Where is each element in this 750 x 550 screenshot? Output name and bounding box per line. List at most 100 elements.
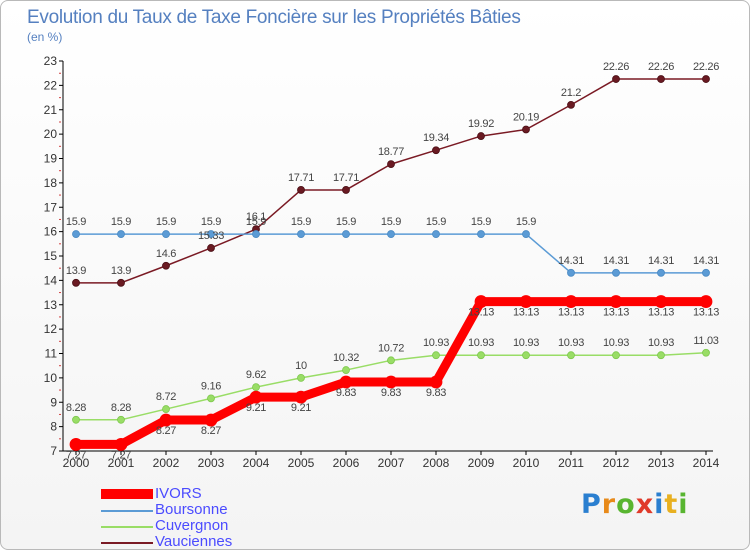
- data-point-boursonne: [342, 230, 350, 238]
- data-point-boursonne: [702, 268, 710, 277]
- legend-swatch-vauciennes: [101, 542, 153, 544]
- data-label-boursonne: 15.9: [201, 216, 221, 228]
- data-point-ivors: [294, 390, 308, 404]
- x-tick-label: 2010: [513, 456, 540, 470]
- y-tick-label: 7: [50, 444, 57, 458]
- data-label-vauciennes: 19.92: [468, 118, 494, 130]
- x-tick-label: 2012: [603, 456, 630, 470]
- data-point-cuvergnon: [522, 351, 530, 360]
- y-tick-label: 11: [45, 347, 58, 361]
- data-point-vauciennes: [612, 75, 620, 83]
- y-tick-label: 15: [44, 249, 58, 263]
- data-point-boursonne: [207, 230, 215, 238]
- data-point-boursonne: [657, 268, 665, 277]
- legend-swatch-cuvergnon: [101, 526, 153, 528]
- data-label-vauciennes: 22.26: [693, 61, 719, 73]
- data-point-vauciennes: [477, 132, 485, 140]
- data-label-boursonne: 15.9: [66, 216, 86, 228]
- data-label-ivors: 8.27: [201, 425, 221, 437]
- x-tick-label: 2001: [108, 456, 135, 470]
- data-label-vauciennes: 13.9: [111, 265, 131, 277]
- data-point-ivors: [609, 295, 623, 308]
- data-point-ivors: [159, 413, 173, 427]
- data-label-boursonne: 14.31: [693, 255, 719, 267]
- x-tick-label: 2002: [153, 456, 180, 470]
- data-label-ivors: 8.27: [156, 425, 176, 437]
- data-point-ivors: [519, 295, 533, 308]
- data-point-vauciennes: [432, 146, 440, 155]
- data-point-cuvergnon: [162, 405, 170, 413]
- data-point-boursonne: [567, 268, 575, 277]
- data-label-cuvergnon: 10.93: [603, 337, 629, 349]
- data-label-ivors: 13.13: [693, 307, 719, 319]
- data-label-ivors: 7.27: [111, 449, 131, 461]
- data-label-vauciennes: 17.71: [288, 172, 314, 184]
- data-label-boursonne: 15.9: [426, 216, 446, 228]
- data-point-cuvergnon: [657, 351, 665, 360]
- data-point-boursonne: [612, 268, 620, 277]
- data-point-cuvergnon: [297, 373, 305, 382]
- x-tick-label: 2009: [468, 456, 495, 470]
- data-label-ivors: 13.13: [468, 307, 494, 319]
- data-label-cuvergnon: 8.28: [111, 402, 131, 414]
- y-tick-label: 9: [50, 395, 57, 409]
- y-tick-label: 16: [44, 225, 58, 239]
- x-tick-label: 2000: [63, 456, 90, 470]
- data-point-boursonne: [297, 230, 305, 238]
- data-label-ivors: 13.13: [603, 307, 629, 319]
- x-tick-label: 2004: [243, 456, 270, 470]
- data-point-boursonne: [72, 230, 80, 238]
- y-tick-label: 14: [44, 273, 58, 287]
- data-point-vauciennes: [72, 278, 80, 287]
- data-label-vauciennes: 22.26: [603, 61, 629, 73]
- data-point-boursonne: [162, 230, 170, 238]
- data-label-cuvergnon: 10.93: [513, 337, 539, 349]
- data-point-ivors: [204, 413, 218, 427]
- data-point-boursonne: [117, 230, 125, 238]
- data-label-vauciennes: 20.19: [513, 111, 539, 123]
- data-point-ivors: [429, 375, 443, 389]
- data-label-cuvergnon: 10.72: [378, 342, 404, 354]
- legend-label-cuvergnon: Cuvergnon: [155, 517, 229, 534]
- data-point-vauciennes: [567, 100, 575, 109]
- x-tick-label: 2003: [198, 456, 225, 470]
- proxiti-logo: Proxiti: [581, 489, 689, 520]
- x-tick-label: 2006: [333, 456, 360, 470]
- data-label-vauciennes: 22.26: [648, 61, 674, 73]
- data-label-vauciennes: 18.77: [378, 146, 404, 158]
- y-tick-label: 18: [44, 176, 58, 190]
- data-label-ivors: 13.13: [558, 307, 584, 319]
- data-point-cuvergnon: [432, 351, 440, 360]
- data-label-boursonne: 14.31: [648, 255, 674, 267]
- data-label-boursonne: 15.9: [381, 216, 401, 228]
- data-label-cuvergnon: 10.32: [333, 352, 359, 364]
- data-point-ivors: [249, 390, 263, 404]
- data-point-cuvergnon: [342, 366, 350, 374]
- data-label-vauciennes: 21.2: [561, 87, 581, 99]
- data-label-cuvergnon: 9.62: [246, 369, 266, 381]
- data-point-cuvergnon: [72, 415, 80, 424]
- data-label-ivors: 13.13: [648, 307, 674, 319]
- data-point-cuvergnon: [612, 351, 620, 360]
- y-tick-label: 20: [44, 127, 58, 141]
- x-tick-label: 2007: [378, 456, 405, 470]
- data-point-ivors: [384, 375, 398, 389]
- data-label-ivors: 9.83: [426, 387, 446, 399]
- x-tick-label: 2011: [558, 456, 584, 470]
- y-tick-label: 21: [44, 103, 58, 117]
- data-point-boursonne: [387, 230, 395, 238]
- legend-swatch-ivors: [101, 489, 153, 499]
- data-point-vauciennes: [342, 186, 350, 194]
- data-label-cuvergnon: 11.03: [693, 335, 718, 347]
- data-label-ivors: 9.83: [336, 387, 356, 399]
- y-tick-label: 12: [44, 322, 58, 336]
- legend-label-ivors: IVORS: [155, 485, 202, 502]
- data-point-ivors: [114, 438, 128, 451]
- data-label-cuvergnon: 8.28: [66, 402, 86, 414]
- data-label-ivors: 9.83: [381, 387, 401, 399]
- data-point-vauciennes: [702, 75, 710, 83]
- data-label-boursonne: 15.9: [471, 216, 491, 228]
- data-label-cuvergnon: 10: [295, 360, 307, 372]
- data-point-vauciennes: [297, 186, 305, 194]
